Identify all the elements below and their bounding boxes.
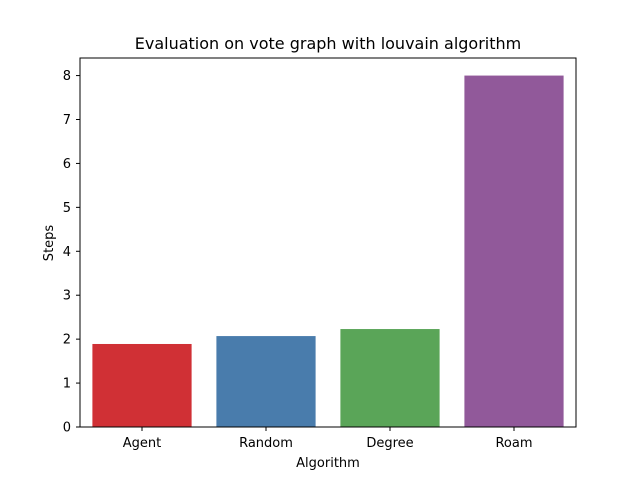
y-tick-label: 5 bbox=[63, 201, 71, 216]
plot-area-frame bbox=[79, 57, 577, 428]
bar-agent bbox=[92, 343, 192, 427]
y-tick-label: 4 bbox=[63, 245, 71, 260]
x-axis-ticks: Agent Random Degree Roam bbox=[123, 427, 533, 451]
y-axis-label: Steps bbox=[42, 225, 57, 262]
y-tick-label: 6 bbox=[63, 157, 71, 172]
x-tick-label: Degree bbox=[366, 436, 413, 451]
y-tick-label: 1 bbox=[63, 377, 71, 392]
y-tick-label: 7 bbox=[63, 113, 71, 128]
y-axis-ticks: 0 1 2 3 4 5 6 7 8 bbox=[63, 69, 80, 436]
y-tick-label: 0 bbox=[63, 421, 71, 436]
x-tick-label: Agent bbox=[123, 436, 161, 451]
x-tick-label: Roam bbox=[495, 436, 532, 451]
y-tick-label: 8 bbox=[63, 69, 71, 84]
chart-title: Evaluation on vote graph with louvain al… bbox=[135, 34, 521, 53]
bar-roam bbox=[464, 75, 564, 427]
bar-degree bbox=[340, 329, 440, 427]
y-tick-label: 2 bbox=[63, 333, 71, 348]
x-tick-label: Random bbox=[239, 436, 293, 451]
y-tick-label: 3 bbox=[63, 289, 71, 304]
bar-random bbox=[216, 336, 316, 427]
bars-group bbox=[92, 75, 564, 427]
x-axis-label: Algorithm bbox=[296, 456, 360, 471]
